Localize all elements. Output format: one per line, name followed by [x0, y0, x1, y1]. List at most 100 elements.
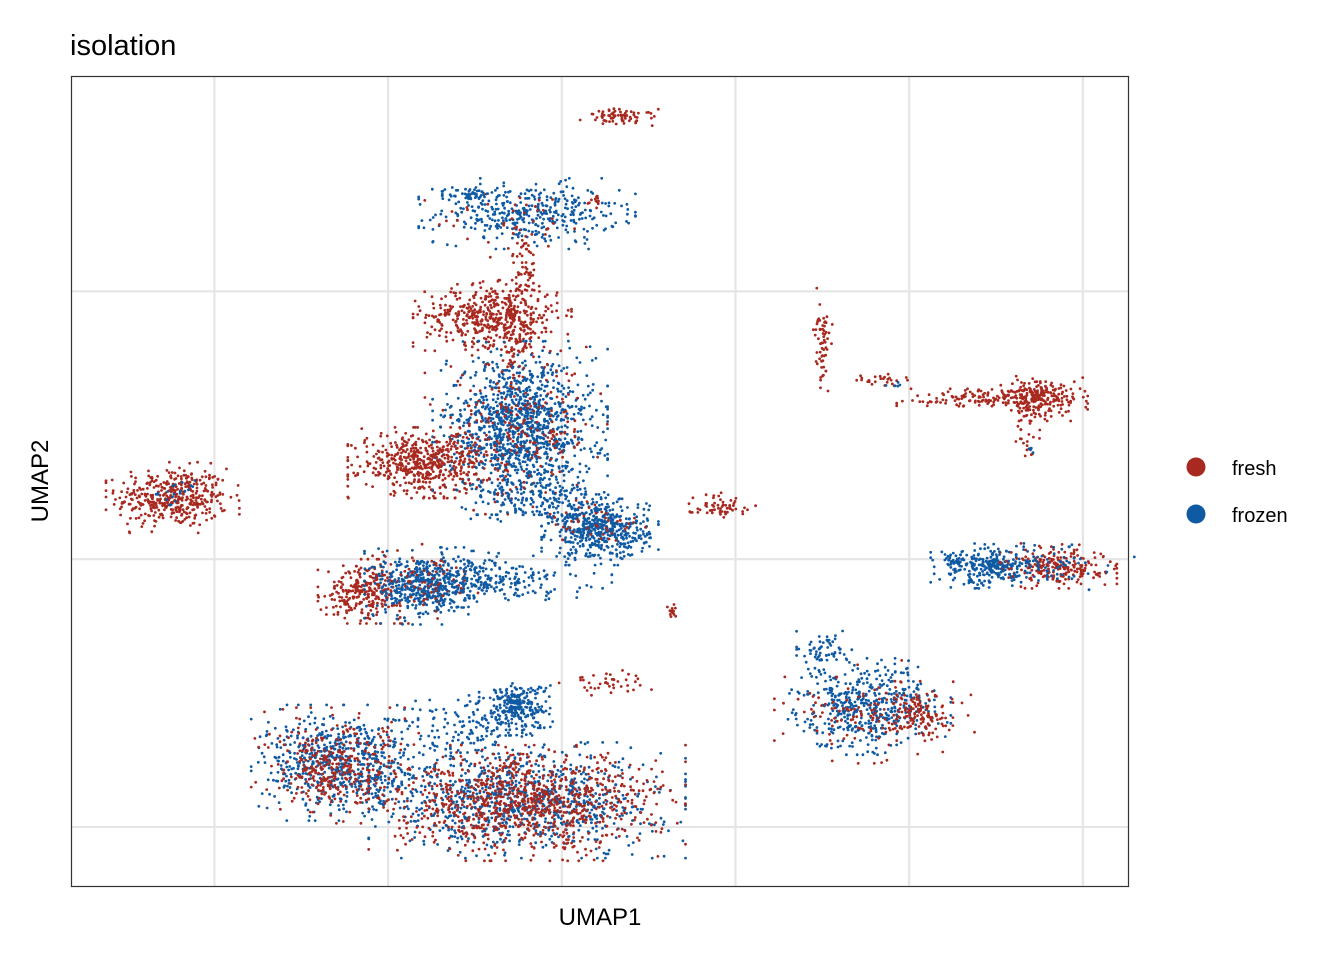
point-frozen — [527, 204, 531, 208]
point-frozen — [513, 468, 517, 472]
point-fresh — [522, 480, 526, 484]
point-fresh — [555, 395, 559, 399]
point-fresh — [471, 309, 474, 313]
point-frozen — [499, 353, 503, 357]
point-fresh — [612, 107, 616, 111]
point-fresh — [509, 311, 513, 314]
point-frozen — [599, 556, 602, 560]
point-fresh — [561, 397, 564, 401]
point-frozen — [545, 452, 549, 456]
point-frozen — [564, 228, 568, 232]
point-fresh — [517, 374, 521, 378]
point-frozen — [509, 452, 512, 455]
point-group-frozen — [469, 476, 606, 525]
point-fresh — [532, 268, 536, 272]
point-fresh — [526, 406, 530, 410]
point-fresh — [185, 516, 189, 520]
point-fresh — [480, 460, 483, 464]
point-frozen — [500, 503, 503, 507]
point-fresh — [578, 118, 582, 122]
point-fresh — [416, 480, 420, 484]
point-group-fresh — [104, 460, 241, 535]
point-fresh — [340, 585, 343, 589]
point-fresh — [355, 578, 359, 582]
point-frozen — [517, 479, 521, 482]
point-fresh — [503, 421, 507, 424]
point-frozen — [490, 457, 493, 460]
point-frozen — [521, 460, 525, 463]
point-fresh — [544, 233, 547, 236]
point-frozen — [393, 560, 397, 564]
point-fresh — [137, 516, 141, 520]
point-frozen — [559, 419, 563, 422]
point-frozen — [566, 557, 570, 560]
point-fresh — [564, 511, 568, 515]
point-frozen — [580, 500, 584, 504]
point-frozen — [635, 526, 639, 529]
point-frozen — [385, 592, 388, 595]
point-fresh — [532, 318, 535, 321]
point-fresh — [161, 501, 164, 505]
point-fresh — [412, 457, 415, 461]
point-fresh — [392, 483, 396, 487]
point-fresh — [513, 395, 516, 398]
point-frozen — [563, 437, 567, 441]
point-fresh — [565, 527, 569, 531]
point-frozen — [531, 230, 534, 234]
point-fresh — [365, 622, 368, 625]
point-fresh — [493, 444, 497, 448]
point-fresh — [523, 311, 527, 315]
point-fresh — [442, 483, 446, 486]
point-fresh — [418, 462, 422, 465]
point-frozen — [598, 522, 602, 526]
point-fresh — [495, 411, 499, 414]
point-fresh — [192, 496, 195, 500]
point-fresh — [134, 476, 138, 480]
point-fresh — [614, 539, 618, 542]
point-frozen — [562, 479, 566, 483]
point-fresh — [347, 496, 350, 500]
point-fresh — [433, 476, 437, 479]
point-frozen — [560, 425, 564, 429]
point-frozen — [496, 422, 500, 425]
point-frozen — [585, 374, 589, 377]
point-frozen — [540, 226, 544, 230]
point-frozen — [607, 517, 611, 520]
point-fresh — [536, 428, 539, 432]
point-fresh — [395, 480, 399, 484]
point-fresh — [196, 503, 200, 507]
point-frozen — [608, 527, 612, 531]
point-fresh — [445, 219, 448, 223]
point-fresh — [461, 454, 465, 458]
point-fresh — [161, 504, 164, 507]
point-fresh — [504, 316, 508, 319]
point-fresh — [409, 470, 413, 474]
point-frozen — [507, 403, 511, 407]
point-frozen — [522, 220, 526, 224]
point-frozen — [555, 458, 559, 461]
point-fresh — [509, 385, 512, 388]
point-fresh — [532, 441, 535, 445]
point-fresh — [146, 481, 150, 485]
point-fresh — [524, 341, 527, 345]
point-frozen — [598, 451, 602, 455]
point-frozen — [513, 379, 517, 383]
point-fresh — [411, 316, 415, 319]
point-fresh — [576, 518, 580, 522]
point-fresh — [466, 302, 470, 306]
point-fresh — [484, 317, 488, 321]
point-frozen — [536, 413, 539, 416]
point-fresh — [474, 457, 478, 461]
point-frozen — [411, 623, 414, 626]
point-fresh — [532, 288, 536, 292]
point-frozen — [482, 235, 485, 239]
point-fresh — [377, 586, 381, 590]
point-frozen — [457, 200, 461, 204]
point-frozen — [404, 599, 408, 602]
point-fresh — [473, 441, 477, 445]
point-fresh — [576, 396, 580, 400]
point-fresh — [570, 315, 573, 319]
point-frozen — [570, 506, 574, 509]
point-fresh — [436, 320, 439, 323]
point-frozen — [517, 449, 521, 453]
